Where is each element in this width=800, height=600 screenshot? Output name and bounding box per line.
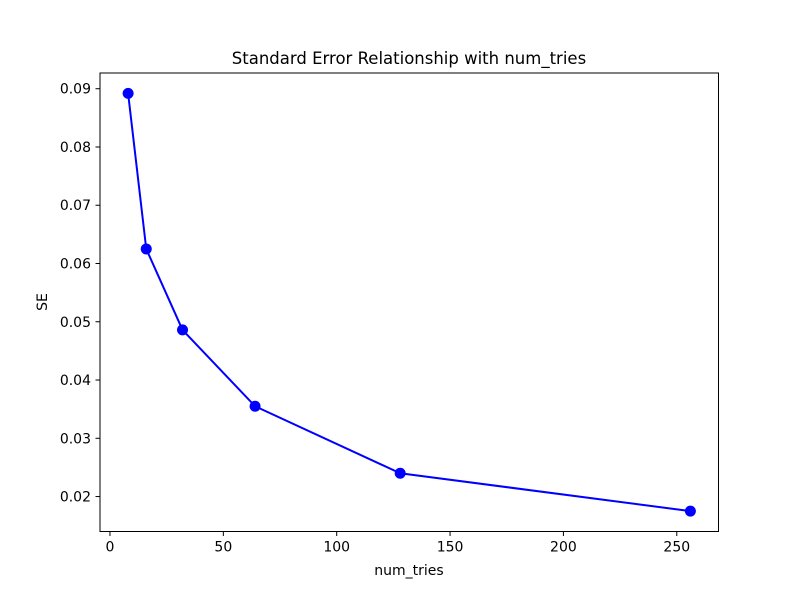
- data-point: [177, 324, 189, 336]
- y-tick-label: 0.06: [60, 257, 91, 273]
- y-tick-label: 0.04: [60, 373, 91, 389]
- data-point: [140, 243, 152, 255]
- y-tick-label: 0.05: [60, 315, 91, 331]
- y-tick-label: 0.02: [60, 490, 91, 506]
- plot-title: Standard Error Relationship with num_tri…: [232, 49, 586, 69]
- x-tick-label: 50: [214, 540, 232, 556]
- x-axis-label: num_tries: [374, 563, 443, 579]
- data-point: [684, 505, 696, 517]
- x-tick-label: 0: [106, 540, 115, 556]
- data-point: [394, 467, 406, 479]
- x-tick-label: 250: [663, 540, 690, 556]
- y-tick-label: 0.09: [60, 82, 91, 98]
- y-tick-label: 0.03: [60, 431, 91, 447]
- y-tick-label: 0.08: [60, 140, 91, 156]
- data-point: [249, 400, 261, 412]
- axes-spines: [99, 72, 719, 532]
- y-tick-label: 0.07: [60, 198, 91, 214]
- x-tick-label: 100: [323, 540, 350, 556]
- x-tick-label: 200: [550, 540, 577, 556]
- y-axis-label: SE: [35, 293, 51, 311]
- data-line: [127, 92, 692, 513]
- data-point: [122, 87, 134, 99]
- x-tick-label: 150: [437, 540, 464, 556]
